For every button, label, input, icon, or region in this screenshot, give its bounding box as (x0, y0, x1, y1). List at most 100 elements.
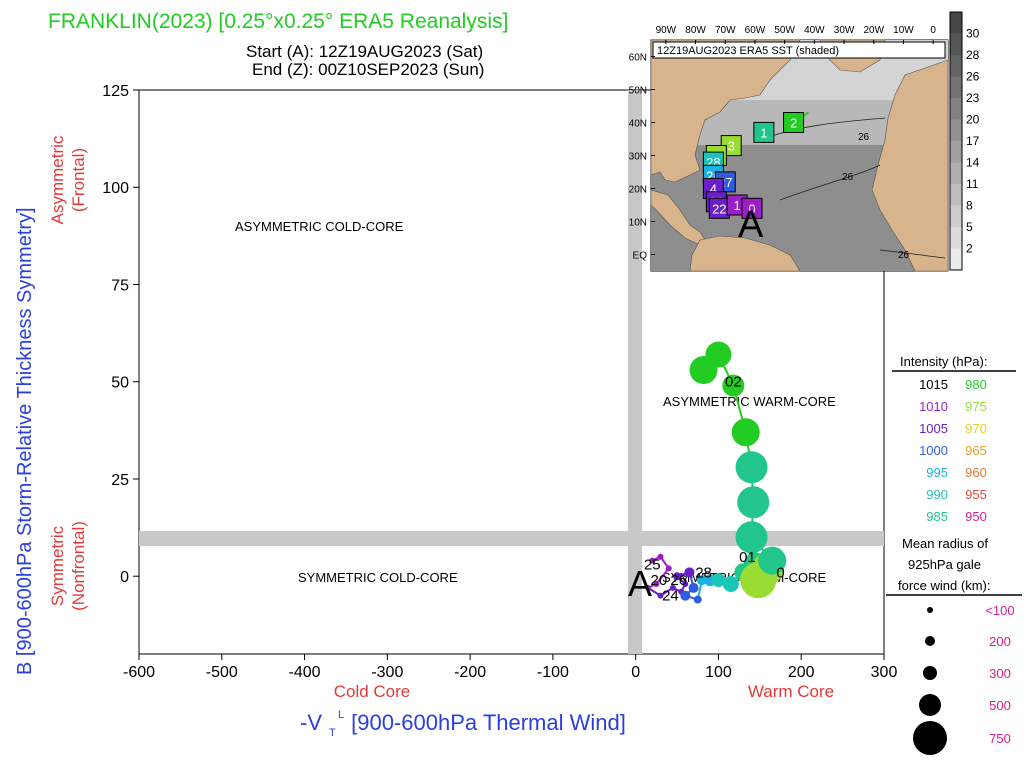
inset-track-label: 0 (748, 201, 755, 216)
x-tick-label: 0 (631, 664, 640, 681)
radius-legend-label: <100 (985, 603, 1014, 618)
x-tick-label: -300 (371, 664, 403, 681)
track-point (696, 575, 707, 586)
radius-legend-circle (919, 694, 941, 716)
intensity-legend-item: 985 (926, 509, 948, 524)
colorbar-segment (950, 33, 962, 55)
inset-track-label: 2 (790, 116, 797, 131)
radius-legend-title-1: Mean radius of (902, 536, 988, 551)
track-point (645, 584, 652, 591)
track-point (731, 418, 760, 447)
track-point (657, 553, 664, 560)
intensity-legend-item: 955 (965, 487, 987, 502)
colorbar-label: 11 (966, 177, 979, 191)
inset-lon-label: 60W (745, 25, 766, 36)
inset-track-box (753, 121, 775, 143)
colorbar-frame (949, 11, 963, 271)
colorbar-segment (950, 119, 962, 141)
track-points (645, 341, 787, 604)
track-segment (655, 567, 670, 585)
y-tick-label: 75 (111, 277, 129, 294)
inset-lat-label: EQ (633, 251, 648, 262)
colorbar-label: 8 (966, 199, 973, 213)
y-axis-asymmetric-label: Asymmetric (48, 135, 67, 224)
colorbar-segment (950, 205, 962, 227)
intensity-legend-item: 970 (965, 421, 987, 436)
track-point (680, 590, 691, 601)
zero-x-band (628, 90, 642, 654)
inset-lon-label: 90W (656, 25, 677, 36)
x-tick-label: -500 (206, 664, 238, 681)
y-axis-symmetric-label: Symmetric (48, 525, 67, 606)
track-point (669, 584, 676, 591)
inset-track-label: 3 (728, 139, 735, 154)
inset-lon-label: 80W (685, 25, 706, 36)
inset-contour-label: 26 (898, 250, 910, 261)
inset-land-south-america (689, 235, 801, 272)
colorbar-label: 2 (966, 242, 973, 256)
radius-legend-circle (913, 721, 947, 755)
track-time-label: 0 (776, 564, 784, 581)
x-axis-cold-core-label: Cold Core (334, 682, 411, 701)
zero-y-band (139, 531, 884, 546)
colorbar-label: 30 (966, 27, 980, 41)
track-point (689, 356, 718, 385)
track-time-label: 24 (662, 588, 679, 605)
colorbar-segment (950, 184, 962, 206)
track-point (688, 582, 699, 593)
inset-track-box (741, 197, 763, 219)
track-point (657, 592, 664, 599)
track-point (693, 595, 702, 604)
inset-lat-label: 30N (629, 152, 647, 163)
inset-track: 21332826274232210 (702, 111, 809, 219)
intensity-legend-item: 995 (926, 465, 948, 480)
track-point (682, 580, 689, 587)
inset-lon-label: 50W (774, 25, 795, 36)
x-tick-label: 100 (705, 664, 732, 681)
x-tick-label: -400 (289, 664, 321, 681)
inset-title: 12Z19AUG2023 ERA5 SST (shaded) (657, 45, 839, 57)
inset-lon-label: 10W (893, 25, 914, 36)
chart-start-time: Start (A): 12Z19AUG2023 (Sat) (246, 42, 483, 61)
x-tick-label: -600 (123, 664, 155, 681)
track-point (737, 486, 770, 519)
x-axis-warm-core-label: Warm Core (748, 682, 834, 701)
quadrant-symmetric-cold-core: SYMMETRIC COLD-CORE (298, 570, 458, 585)
inset-track-label: 22 (712, 201, 726, 216)
y-axis-nonfrontal-label: (Nonfrontal) (69, 521, 88, 611)
y-axis-label: B [900-600hPa Storm-Relative Thickness S… (14, 207, 36, 675)
inset-lat-label: 60N (629, 53, 647, 64)
radius-legend-label: 200 (989, 634, 1011, 649)
inset-map: 26 26 26 12Z19AUG2023 ERA5 SST (shaded) … (629, 25, 949, 272)
track-time-label: 26 (670, 572, 687, 589)
x-axis-label-sub: T (329, 727, 336, 739)
track-point (722, 374, 745, 397)
inset-track-label: 1 (734, 198, 741, 213)
y-axis-ticks: 0 25 50 75 100 125 (102, 83, 139, 586)
colorbar-segment (950, 248, 962, 270)
inset-latitude-labels: 60N 50N 40N 30N 20N 10N EQ (629, 53, 655, 262)
y-tick-label: 0 (120, 569, 129, 586)
intensity-legend-item: 960 (965, 465, 987, 480)
colorbar-label: 23 (966, 91, 980, 105)
intensity-legend-item: 1005 (919, 421, 948, 436)
track-point (649, 557, 656, 564)
inset-sst-contour-2 (779, 164, 881, 201)
track-point (673, 572, 682, 581)
inset-lon-label: 40W (804, 25, 825, 36)
x-tick-label: 300 (871, 664, 898, 681)
x-tick-label: 200 (788, 664, 815, 681)
intensity-legend-item: 965 (965, 443, 987, 458)
intensity-legend-item: 1010 (919, 399, 948, 414)
intensity-legend-item: 950 (965, 509, 987, 524)
inset-track-label: 1 (760, 125, 767, 140)
track-time-label: 02 (725, 374, 742, 391)
y-tick-label: 125 (102, 83, 129, 100)
colorbar-segment (950, 162, 962, 184)
colorbar-label: 26 (966, 70, 980, 84)
y-axis-frontal-label: (Frontal) (69, 148, 88, 212)
colorbar-label: 17 (966, 134, 980, 148)
inset-lon-label: 20W (863, 25, 884, 36)
